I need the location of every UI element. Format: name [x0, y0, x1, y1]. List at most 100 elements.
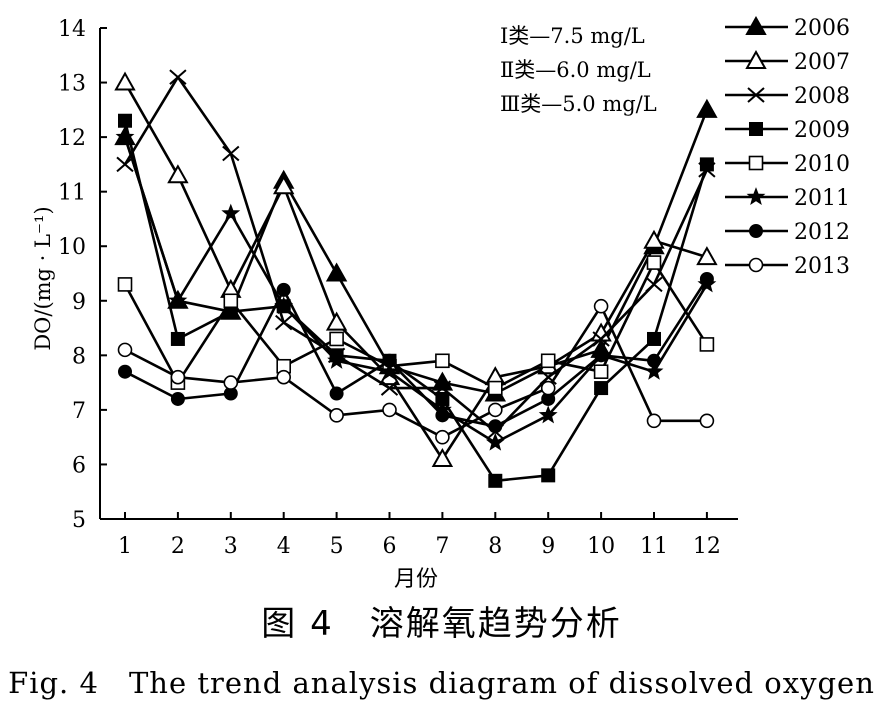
data-point-2012: [170, 391, 185, 406]
x-tick-label: 12: [693, 534, 721, 559]
y-tick-label: 13: [58, 72, 86, 97]
data-point-2012: [118, 364, 132, 379]
legend-entry-2006: 2006: [725, 15, 850, 41]
data-point-2010: [646, 255, 662, 270]
data-point-2008: [169, 69, 187, 85]
legend-entry-2008: 2008: [725, 84, 850, 109]
x-tick-label: 6: [383, 534, 397, 559]
data-point-2009: [594, 381, 609, 396]
data-point-2013: [540, 380, 556, 396]
y-tick-label: 9: [72, 290, 86, 315]
legend-entry-2011: 2011: [725, 186, 850, 211]
data-point-2010: [329, 331, 344, 347]
figure-caption-english: Fig. 4 The trend analysis diagram of dis…: [8, 666, 875, 700]
data-point-2013: [223, 375, 239, 390]
data-point-2010: [223, 293, 239, 309]
data-point-2012: [488, 419, 503, 434]
y-tick-label: 12: [58, 126, 86, 151]
data-point-2009: [118, 113, 132, 128]
data-point-2011: [115, 127, 135, 146]
legend-entry-2012: 2012: [725, 220, 850, 245]
y-tick-label: 8: [72, 344, 86, 369]
data-point-2013: [170, 369, 186, 385]
legend-label: 2013: [794, 254, 850, 279]
series-2012: [118, 271, 714, 434]
x-tick-label: 11: [640, 534, 668, 559]
legend-marker: [749, 122, 763, 136]
data-point-2007: [325, 311, 348, 331]
x-tick-label: 10: [587, 534, 615, 559]
data-point-2008: [116, 156, 134, 173]
data-point-2013: [435, 429, 450, 445]
y-tick-label: 5: [72, 508, 86, 533]
data-point-2009: [647, 331, 661, 346]
legend-entry-2009: 2009: [725, 118, 850, 143]
data-point-2013: [487, 402, 503, 418]
y-tick-label: 6: [72, 453, 86, 478]
data-point-2013: [329, 408, 344, 423]
data-point-2007: [696, 246, 718, 266]
legend-marker: [745, 15, 767, 35]
data-point-2010: [540, 353, 556, 369]
x-tick-label: 1: [118, 534, 132, 559]
legend-label: 2012: [794, 220, 850, 245]
data-point-2008: [592, 331, 610, 347]
legend-label: 2011: [794, 186, 850, 211]
series-line-2006: [123, 109, 709, 395]
data-point-2012: [276, 282, 291, 297]
data-point-2012: [382, 353, 397, 368]
data-point-2011: [380, 361, 399, 380]
series-line-2011: [123, 136, 709, 444]
data-point-2008: [275, 314, 293, 331]
data-point-2013: [646, 413, 662, 429]
y-tick-label: 10: [58, 235, 86, 260]
class-annotation: Ⅲ类—5.0 mg/L: [500, 92, 657, 116]
data-point-2011: [327, 350, 347, 369]
data-point-2011: [485, 432, 505, 451]
data-point-2008: [380, 380, 399, 396]
legend-entry-2010: 2010: [725, 152, 850, 177]
series-2007: [114, 71, 718, 467]
series-2009: [118, 113, 714, 488]
x-tick-label: 9: [541, 534, 555, 559]
data-point-2012: [594, 348, 609, 363]
x-tick-label: 8: [488, 534, 502, 559]
data-point-2012: [329, 386, 344, 401]
series-2006: [114, 98, 718, 402]
series-line-2012: [124, 278, 708, 428]
legend-label: 2006: [794, 16, 850, 41]
data-point-2013: [117, 342, 133, 358]
data-point-2006: [696, 98, 718, 118]
class-annotations: Ⅰ类—7.5 mg/L Ⅱ类—6.0 mg/L Ⅲ类—5.0 mg/L: [500, 24, 657, 116]
y-axis-title: DO/(mg · L⁻¹): [31, 206, 55, 350]
legend-label: 2010: [794, 152, 850, 177]
data-point-2009: [488, 473, 503, 488]
series-line-2007: [123, 81, 708, 461]
legend-marker: [745, 49, 767, 69]
x-axis-title: 月份: [394, 567, 438, 592]
x-tick-label: 7: [435, 534, 449, 559]
data-point-2013: [699, 413, 715, 429]
x-tick-label: 4: [277, 534, 291, 559]
data-point-2010: [487, 380, 503, 396]
series-line-2013: [124, 304, 707, 439]
x-tick-label: 2: [171, 534, 185, 559]
class-annotation: Ⅱ类—6.0 mg/L: [500, 58, 651, 82]
legend-entry-2007: 2007: [725, 49, 850, 75]
legend-label: 2009: [794, 118, 850, 143]
data-point-2011: [168, 290, 188, 309]
data-point-2008: [645, 276, 663, 293]
legend-marker: [748, 155, 764, 171]
data-point-2010: [593, 364, 609, 380]
y-tick-label: 14: [58, 17, 86, 42]
data-point-2009: [541, 468, 556, 483]
series-2013: [117, 298, 715, 445]
data-point-2007: [167, 164, 189, 184]
data-point-2007: [272, 175, 295, 195]
data-point-2011: [538, 405, 558, 424]
series-line-2010: [123, 261, 708, 390]
class-annotation: Ⅰ类—7.5 mg/L: [500, 24, 645, 48]
data-point-2010: [699, 337, 715, 352]
data-point-2012: [699, 271, 714, 286]
